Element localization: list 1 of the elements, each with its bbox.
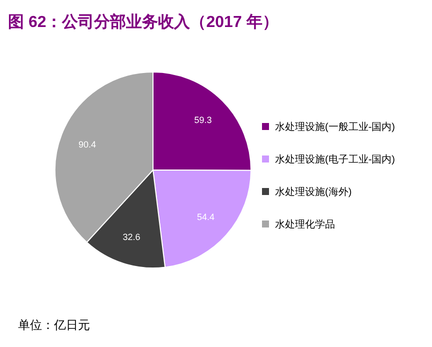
title: 图 62：公司分部业务收入（2017 年）: [8, 14, 278, 31]
